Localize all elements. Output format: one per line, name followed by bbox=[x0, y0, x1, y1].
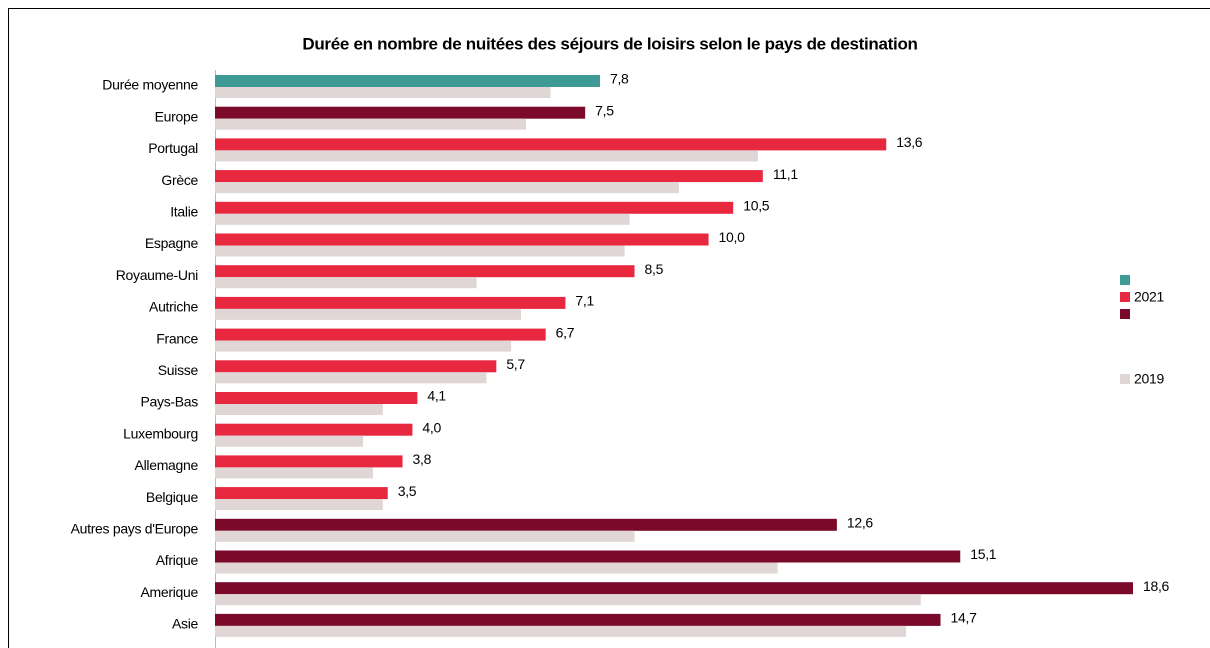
value-label: 7,1 bbox=[575, 293, 594, 309]
category-label: Luxembourg bbox=[123, 425, 198, 441]
bar-2019 bbox=[215, 467, 373, 479]
bar-2021 bbox=[215, 170, 763, 183]
category-label: Belgique bbox=[146, 489, 199, 505]
bar-2021 bbox=[215, 106, 586, 119]
category-label: Europe bbox=[155, 108, 199, 124]
bar-2021 bbox=[215, 455, 403, 468]
bar-2021 bbox=[215, 550, 961, 563]
value-label: 3,8 bbox=[413, 451, 432, 467]
value-label: 7,8 bbox=[610, 71, 629, 87]
value-label: 12,6 bbox=[847, 515, 874, 531]
bar-2021 bbox=[215, 582, 1133, 595]
bar-2021 bbox=[215, 328, 546, 341]
category-label: Durée moyenne bbox=[102, 77, 198, 93]
bar-2021 bbox=[215, 518, 837, 531]
category-label: Italie bbox=[170, 204, 198, 220]
legend-swatch bbox=[1120, 275, 1130, 285]
bar-2019 bbox=[215, 340, 512, 352]
value-label: 13,6 bbox=[896, 134, 923, 150]
bar-2021 bbox=[215, 423, 413, 436]
bar-2021 bbox=[215, 265, 635, 278]
bar-2019 bbox=[215, 87, 551, 98]
value-label: 11,1 bbox=[773, 166, 799, 182]
bar-2019 bbox=[215, 530, 635, 542]
bar-2019 bbox=[215, 499, 383, 511]
category-label: Allemagne bbox=[135, 457, 199, 473]
category-label: Autriche bbox=[149, 299, 198, 315]
legend-swatch bbox=[1120, 309, 1130, 319]
value-label: 14,7 bbox=[951, 610, 978, 626]
value-label: 10,0 bbox=[719, 229, 746, 245]
bar-2019 bbox=[215, 277, 477, 289]
value-label: 10,5 bbox=[743, 198, 770, 214]
category-label: Grèce bbox=[161, 172, 198, 188]
value-label: 8,5 bbox=[645, 261, 664, 277]
bar-2019 bbox=[215, 213, 630, 225]
value-label: 6,7 bbox=[556, 324, 575, 340]
category-label: Autres pays d'Europe bbox=[71, 521, 199, 537]
bar-2019 bbox=[215, 562, 778, 574]
bar-2021 bbox=[215, 360, 497, 373]
category-label: Amerique bbox=[140, 584, 198, 600]
bar-2021 bbox=[215, 487, 388, 500]
legend-label: 2019 bbox=[1134, 371, 1164, 387]
bar-2019 bbox=[215, 245, 625, 257]
bar-2021 bbox=[215, 201, 734, 214]
value-label: 4,0 bbox=[422, 419, 441, 435]
category-label: Pays-Bas bbox=[140, 394, 198, 410]
category-label: Royaume-Uni bbox=[116, 267, 198, 283]
bar-2021 bbox=[215, 613, 941, 626]
bar-2019 bbox=[215, 182, 679, 194]
category-label: Asie bbox=[172, 616, 199, 632]
bar-2019 bbox=[215, 372, 487, 384]
bar-2019 bbox=[215, 150, 758, 162]
value-label: 4,1 bbox=[427, 388, 446, 404]
bar-2019 bbox=[215, 308, 521, 320]
value-label: 7,5 bbox=[595, 102, 614, 118]
chart-frame bbox=[8, 8, 1210, 648]
bar-2021 bbox=[215, 138, 887, 151]
bar-2021 bbox=[215, 392, 418, 404]
chart-title: Durée en nombre de nuitées des séjours d… bbox=[302, 34, 917, 53]
value-label: 15,1 bbox=[970, 546, 997, 562]
value-label: 18,6 bbox=[1143, 578, 1170, 594]
category-label: Portugal bbox=[148, 140, 198, 156]
bar-2019 bbox=[215, 404, 383, 415]
category-label: Espagne bbox=[145, 235, 199, 251]
bar-2019 bbox=[215, 625, 906, 637]
bar-2019 bbox=[215, 435, 364, 447]
legend-label: 2021 bbox=[1134, 289, 1164, 305]
bar-2021 bbox=[215, 233, 709, 246]
category-label: France bbox=[156, 330, 198, 346]
bar-2021 bbox=[215, 296, 566, 309]
category-label: Suisse bbox=[158, 362, 199, 378]
bar-2021 bbox=[215, 75, 600, 87]
value-label: 5,7 bbox=[506, 356, 525, 372]
category-label: Afrique bbox=[156, 552, 199, 568]
legend-swatch bbox=[1120, 374, 1130, 384]
value-label: 3,5 bbox=[398, 483, 417, 499]
legend-swatch bbox=[1120, 292, 1130, 302]
bar-2019 bbox=[215, 118, 526, 130]
bar-2019 bbox=[215, 594, 921, 606]
